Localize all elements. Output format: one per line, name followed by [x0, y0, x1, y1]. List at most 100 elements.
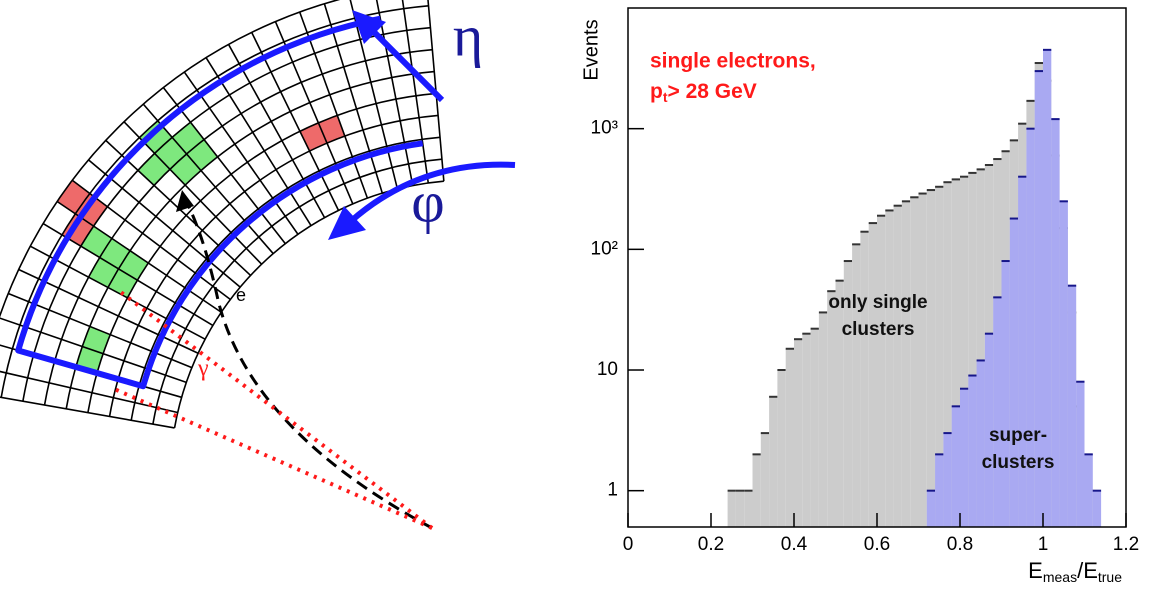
y-tick-label: 10³ [591, 118, 618, 139]
histogram-bar [951, 179, 960, 527]
histogram-bar [968, 375, 977, 527]
histogram-bar [852, 244, 861, 527]
series-label: clusters [982, 452, 1055, 473]
grid-radial [227, 44, 326, 219]
histogram-bar [926, 190, 936, 527]
annotation-part: p [650, 80, 663, 103]
phi-label: φ [411, 169, 444, 234]
crystal-cell [318, 115, 345, 144]
grid-arc [43, 48, 433, 406]
grid-radial [123, 121, 263, 265]
grid-arc [108, 114, 439, 417]
supercluster-window [15, 15, 424, 390]
phi-arrowhead [328, 206, 366, 240]
grid-radial [401, 0, 430, 184]
histogram-bar [868, 223, 877, 527]
histogram-bar [984, 333, 994, 527]
x-tick-label: 0.4 [781, 534, 808, 555]
histogram-bar [960, 388, 969, 527]
histogram-bar [877, 215, 886, 527]
histogram-bar [835, 280, 844, 527]
histogram-bar [735, 490, 745, 527]
histogram-bar [752, 454, 761, 527]
histogram-bar [1018, 176, 1027, 528]
grid-radial [42, 222, 214, 327]
x-tick-label: 1 [1038, 534, 1049, 555]
grid-radial [250, 32, 340, 211]
annotation: single electrons, [650, 50, 816, 73]
grid-radial [183, 71, 299, 235]
crystal-cell [57, 180, 90, 214]
histogram-bar [1076, 381, 1085, 527]
histogram-bar [893, 205, 902, 527]
x-tick-label: 0.2 [698, 534, 724, 555]
x-tick-label: 0 [623, 534, 634, 555]
histogram-bar [769, 396, 778, 527]
y-tick-label: 10² [591, 238, 618, 259]
histogram-bar [926, 490, 936, 527]
histogram-bar [860, 231, 869, 527]
histogram-bar [1059, 201, 1068, 527]
y-tick-label: 10 [597, 359, 618, 380]
histogram-bar [802, 333, 811, 527]
histogram-bar [976, 360, 985, 527]
histogram-bar [760, 433, 770, 527]
histogram-bar [843, 261, 853, 527]
grid-arc [130, 136, 441, 421]
histogram-bar [794, 339, 803, 527]
electron-track [186, 204, 433, 530]
grid-radial [71, 179, 231, 301]
histogram-bar [910, 197, 919, 527]
grid-radial [274, 21, 354, 205]
histogram-bar [993, 297, 1002, 527]
annotation: pt> 28 GeV [650, 80, 757, 105]
grid-radial [205, 57, 312, 227]
x-axis-label: Emeas/Etrue [1028, 558, 1122, 585]
x-label-part: true [1098, 569, 1122, 585]
histogram-bar [1034, 71, 1043, 527]
histogram-bar [885, 210, 894, 527]
grid-radial [56, 200, 222, 313]
photon-track [116, 288, 434, 530]
grid-arc [22, 26, 431, 402]
histogram-bar [1043, 49, 1052, 527]
histogram-bar [1051, 119, 1060, 527]
histogram-bar [1026, 128, 1035, 528]
y-tick-label: 1 [607, 480, 618, 501]
histogram-bar [1084, 454, 1093, 527]
calorimeter-diagram: η φ e γ [0, 0, 516, 530]
histogram-bar [935, 186, 944, 527]
histogram-bar [1001, 261, 1010, 527]
grid-radial [0, 317, 187, 384]
x-tick-label: 0.8 [947, 534, 973, 555]
grid-radial [0, 396, 175, 429]
y-axis-label: Events [580, 19, 602, 80]
histogram-bar [960, 176, 969, 528]
phi-arrow [348, 161, 516, 225]
histogram-bar [818, 312, 828, 527]
electron-arrowhead [176, 190, 194, 212]
histogram-bar [968, 172, 977, 527]
grid-arc [0, 5, 429, 398]
histogram-bar [1092, 490, 1102, 527]
grid-radial [87, 159, 241, 288]
photon-label: γ [197, 356, 209, 382]
eta-arrow [367, 25, 445, 103]
eta-arrowhead [352, 10, 386, 44]
crystal-cell [82, 326, 111, 354]
grid-radial [142, 103, 274, 255]
x-tick-label: 0.6 [864, 534, 890, 555]
eta-label: η [453, 3, 483, 68]
histogram-bar [976, 169, 985, 527]
grid-radial [427, 0, 445, 182]
histogram-bar [935, 454, 944, 527]
histogram-bar [727, 490, 736, 527]
series-label: clusters [842, 319, 915, 340]
x-label-part: meas [1043, 569, 1077, 585]
histogram-bar [785, 348, 794, 527]
grid-radial [18, 268, 199, 354]
grid-arc [87, 92, 437, 413]
electron-label: e [236, 285, 246, 305]
histogram-bar [777, 370, 786, 527]
